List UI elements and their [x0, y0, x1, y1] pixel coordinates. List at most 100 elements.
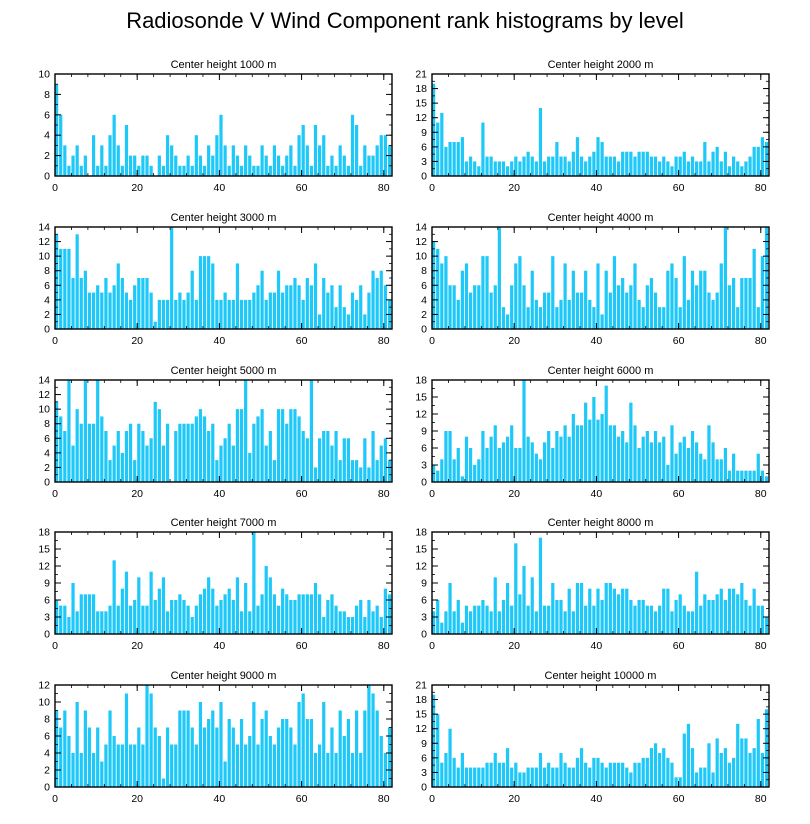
histogram-bar	[334, 753, 338, 787]
histogram-bar	[293, 165, 297, 176]
histogram-bar	[719, 753, 723, 787]
histogram-bar	[170, 744, 174, 787]
histogram-bar	[637, 299, 641, 329]
histogram-bar	[124, 431, 129, 482]
histogram-bar	[207, 719, 211, 787]
y-tick-label: 15	[415, 98, 427, 110]
histogram-bar	[468, 448, 473, 482]
histogram-bar	[637, 762, 641, 787]
histogram-bar	[682, 436, 686, 482]
histogram-bar	[289, 409, 293, 482]
histogram-bar	[330, 285, 334, 329]
histogram-bar	[678, 777, 682, 787]
histogram-bar	[264, 710, 268, 787]
histogram-bar	[662, 307, 666, 329]
histogram-bar	[551, 256, 555, 329]
histogram-bar	[678, 156, 682, 176]
y-tick-label: 2	[44, 462, 50, 474]
y-tick-label: 4	[44, 130, 50, 142]
histogram-bar	[477, 605, 481, 634]
histogram-bar	[71, 445, 75, 482]
histogram-bar	[608, 292, 612, 329]
histogram-bar	[112, 114, 116, 176]
y-tick-label: 10	[38, 251, 50, 263]
x-tick-label: 80	[755, 335, 767, 347]
histogram-bar	[231, 299, 235, 329]
y-tick-label: 0	[421, 324, 427, 336]
histogram-bar	[460, 753, 464, 787]
histogram-bar	[227, 423, 231, 482]
histogram-bar	[104, 278, 108, 329]
histogram-bar	[276, 155, 281, 176]
x-tick-label: 20	[131, 793, 143, 805]
histogram-bar	[75, 409, 79, 482]
histogram-bar	[170, 145, 174, 176]
histogram-bar	[124, 693, 129, 787]
histogram-bar	[116, 431, 120, 482]
histogram-bar	[699, 453, 703, 482]
histogram-bar	[223, 145, 227, 176]
histogram-bar	[383, 588, 387, 634]
histogram-bar	[342, 736, 346, 787]
histogram-bar	[621, 588, 625, 634]
histogram-bar	[501, 762, 506, 787]
histogram-bar	[736, 594, 740, 634]
histogram-bar	[63, 145, 67, 176]
histogram-bar	[285, 423, 289, 482]
histogram-bar	[715, 459, 719, 482]
histogram-bar	[301, 299, 305, 329]
histogram-bar	[71, 155, 75, 176]
y-tick-label: 4	[44, 294, 50, 306]
x-tick-label: 80	[378, 335, 390, 347]
x-tick-label: 0	[429, 793, 435, 805]
histogram-bar	[707, 425, 711, 482]
x-tick-label: 40	[591, 640, 603, 652]
histogram-bar	[707, 292, 711, 329]
histogram-bar	[387, 594, 392, 634]
histogram-bar	[244, 583, 248, 634]
histogram-bar	[711, 299, 715, 329]
y-tick-label: 3	[421, 156, 427, 168]
histogram-bar	[211, 263, 215, 329]
y-tick-label: 9	[44, 578, 50, 590]
histogram-bar	[736, 470, 740, 482]
y-tick-label: 18	[415, 527, 427, 539]
histogram-bar	[707, 600, 711, 634]
histogram-bar	[281, 409, 285, 482]
histogram-bar	[695, 285, 699, 329]
histogram-bar	[55, 710, 59, 787]
x-tick-label: 80	[755, 488, 767, 500]
histogram-bar	[736, 161, 740, 176]
histogram-bar	[281, 165, 285, 176]
histogram-bar	[178, 710, 182, 787]
histogram-bar	[588, 419, 592, 482]
histogram-bar	[59, 248, 63, 329]
histogram-bar	[432, 611, 436, 634]
histogram-bar	[760, 605, 764, 634]
histogram-bar	[658, 442, 662, 482]
histogram-bar	[67, 380, 71, 482]
histogram-bar	[432, 83, 436, 176]
histogram-bar	[309, 285, 314, 329]
histogram-bar	[276, 605, 281, 634]
y-tick-label: 12	[415, 723, 427, 735]
histogram-bar	[268, 165, 272, 176]
histogram-bar	[436, 470, 440, 482]
histogram-bar	[334, 165, 338, 176]
histogram-bar	[604, 385, 608, 482]
histogram-bar	[579, 583, 584, 634]
histogram-bar	[128, 423, 133, 482]
histogram-bar	[252, 292, 256, 329]
histogram-bar	[621, 762, 625, 787]
histogram-bar	[120, 744, 124, 787]
y-tick-label: 12	[38, 680, 50, 692]
histogram-bar	[481, 431, 485, 482]
histogram-bar	[313, 753, 318, 787]
histogram-bar	[510, 285, 514, 329]
histogram-bar	[444, 256, 448, 329]
y-tick-label: 14	[415, 222, 427, 234]
histogram-bar	[116, 145, 120, 176]
histogram-bar	[703, 270, 707, 329]
histogram-bar	[444, 611, 448, 634]
